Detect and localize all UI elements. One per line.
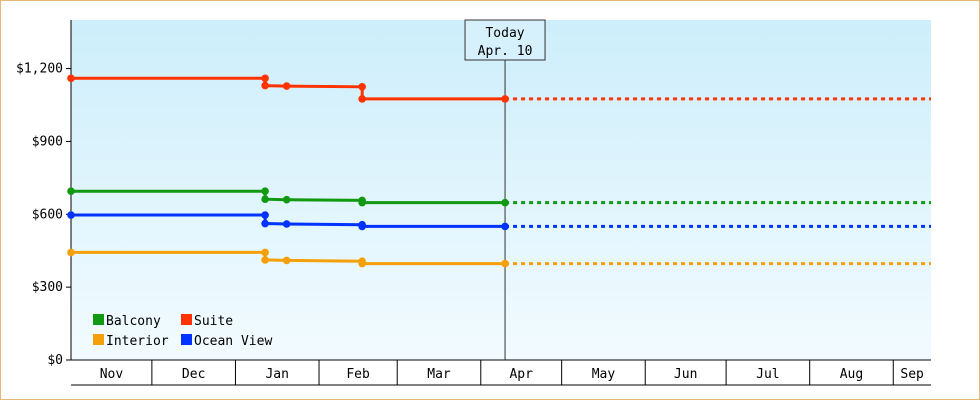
data-point [261,256,269,264]
data-point [358,222,366,231]
month-label: Mar [427,367,451,382]
legend-swatch [93,314,104,325]
x-axis: Nov Dec Jan Feb Mar Apr May Jun Jul Aug Sep [71,359,931,386]
data-point [501,198,509,207]
data-point [501,222,509,231]
data-point [67,74,75,83]
month-label: Jul [756,367,779,382]
legend-label: Interior [106,334,169,349]
today-marker: Today Apr. 10 [464,19,546,360]
data-point [261,195,269,204]
legend-label: Suite [194,314,233,329]
month-label: Jun [674,367,697,382]
data-point [261,211,269,219]
data-point [358,95,366,103]
series-layer [67,74,931,268]
data-point [358,259,366,268]
data-point [358,198,366,207]
y-tick-label: $0 [47,353,63,368]
month-label: Aug [840,367,863,382]
data-point [261,219,269,228]
legend-label: Ocean View [194,334,272,349]
y-tick-label: $300 [32,280,63,295]
data-point [67,211,75,219]
y-tick-label: $900 [32,134,63,149]
legend-label: Balcony [106,314,161,329]
data-point [282,82,291,90]
legend-swatch [93,334,104,345]
month-label: May [592,367,616,382]
data-point [67,187,75,196]
data-point [501,259,509,268]
month-label: Jan [265,367,288,382]
month-label: Nov [100,367,124,382]
data-point [282,220,291,228]
y-tick-label: $1,200 [16,62,63,77]
y-axis: $0 $300 $600 $900 $1,200 [16,20,72,368]
data-point [501,95,509,103]
month-label: Apr [509,367,533,382]
legend-swatch [181,314,192,325]
month-label: Feb [346,367,370,382]
month-label: Sep [900,367,924,382]
today-box [464,19,546,61]
legend: Balcony Suite Interior Ocean View [93,314,272,349]
data-point [282,256,291,265]
data-point [358,82,366,91]
month-label: Dec [182,367,205,382]
data-point [261,248,269,257]
y-tick-label: $600 [32,207,63,222]
today-label: Today [485,26,524,41]
data-point [261,187,269,196]
data-point [282,195,291,204]
data-point [67,248,75,257]
data-point [261,74,269,83]
legend-swatch [181,334,192,345]
today-date: Apr. 10 [478,44,533,59]
data-point [261,81,269,90]
